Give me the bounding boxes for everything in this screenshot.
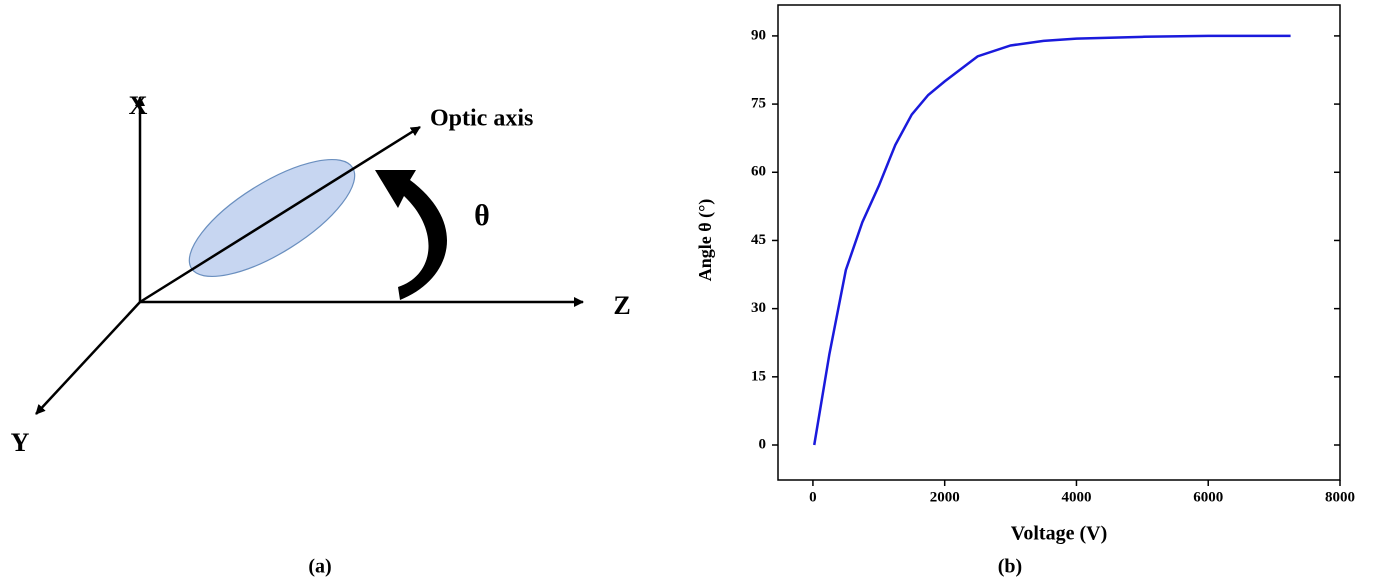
x-label: X [129, 91, 148, 120]
y-axis [35, 301, 141, 415]
x-tick-label: 8000 [1325, 489, 1355, 505]
x-tick-label: 6000 [1193, 489, 1223, 505]
x-tick-label: 0 [809, 489, 817, 505]
line [813, 34, 1291, 446]
x-axis-title: Voltage (V) [1011, 523, 1107, 545]
y-tick-label: 60 [751, 164, 766, 180]
z-label: Z [613, 291, 630, 320]
y-tick-label: 45 [751, 232, 766, 248]
y-tick-label: 75 [751, 96, 766, 112]
angle-label: θ [474, 199, 490, 232]
angle-arrow [375, 170, 448, 300]
caption: (b) [998, 556, 1022, 578]
x-tick-label: 4000 [1061, 489, 1091, 505]
y-tick-label: 90 [751, 27, 766, 43]
ellipsoid [188, 158, 356, 278]
plot-frame [777, 4, 1341, 481]
y-tick-label: 30 [751, 300, 766, 316]
y-axis-title: Angle θ (°) [695, 199, 716, 282]
diagram [35, 96, 584, 415]
optic-axis-label: Optic axis [430, 106, 533, 132]
y-tick-label: 0 [759, 436, 767, 452]
caption: (a) [308, 556, 331, 578]
y-label: Y [11, 428, 30, 457]
y-tick-label: 15 [751, 368, 766, 384]
optic-axis [139, 125, 421, 304]
x-tick-label: 2000 [930, 489, 960, 505]
